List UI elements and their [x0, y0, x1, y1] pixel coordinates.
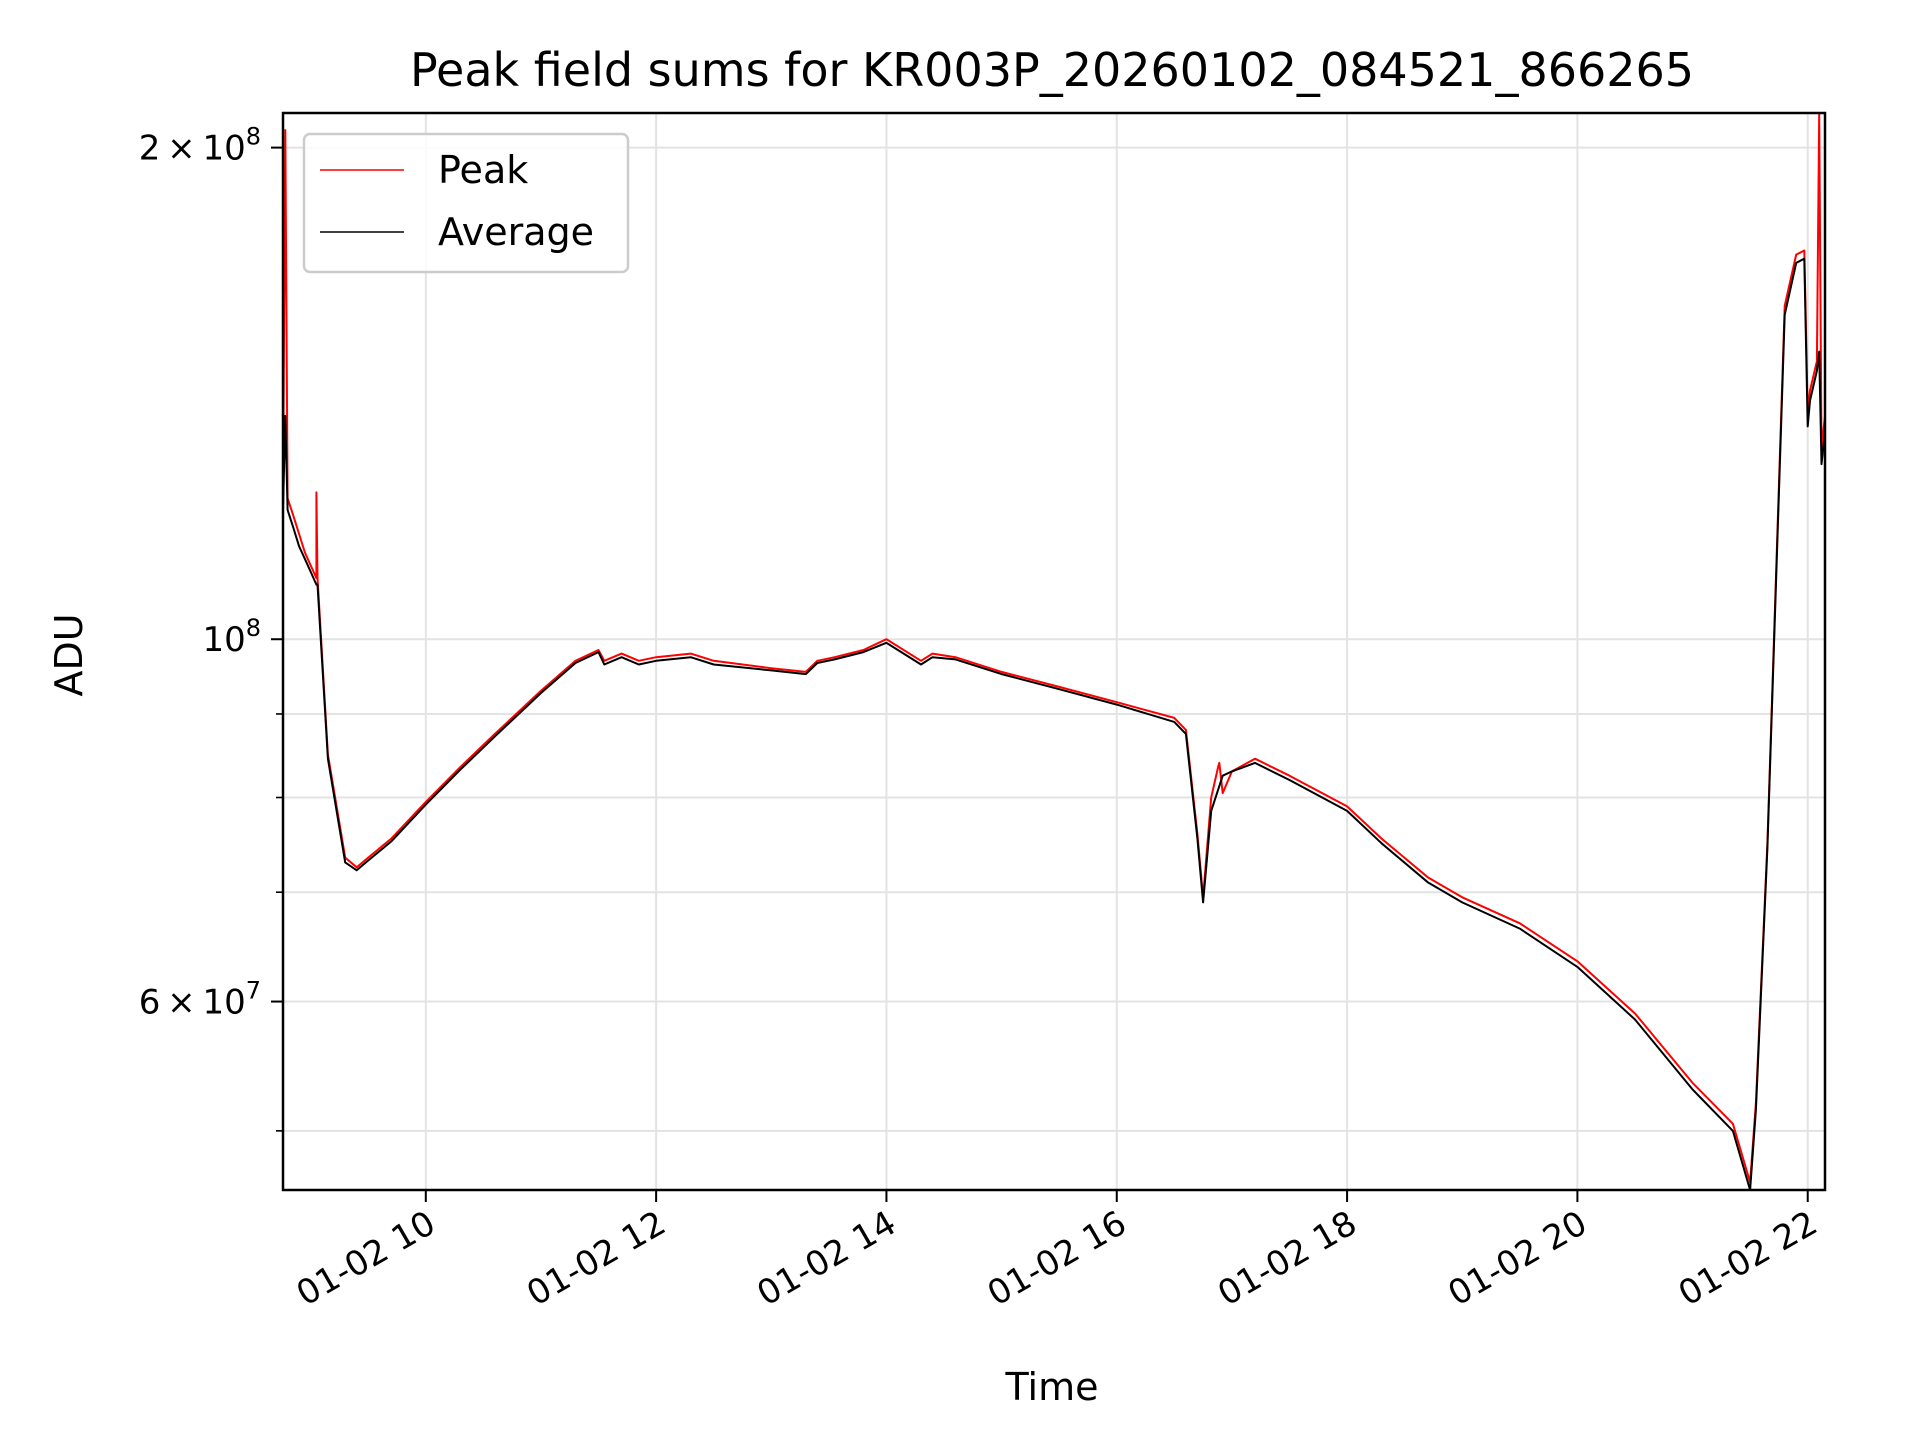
y-axis: 2 × 108 108 6 × 107	[139, 123, 283, 1132]
legend-label-average: Average	[438, 210, 594, 254]
y-tick-label: 108	[202, 614, 261, 660]
y-tick-label: 2 × 108	[139, 123, 261, 169]
chart-title: Peak field sums for KR003P_20260102_0845…	[410, 43, 1694, 97]
legend-box	[302, 132, 630, 274]
legend-label-peak: Peak	[438, 148, 528, 192]
series-layer	[282, 112, 1826, 1191]
y-axis-label: ADU	[47, 613, 91, 696]
y-tick-label: 6 × 107	[139, 977, 261, 1023]
plot-frame	[281, 111, 1827, 1192]
x-axis-label: Time	[1005, 1365, 1099, 1409]
series-line-average	[282, 257, 1826, 1191]
legend: Peak Average	[302, 132, 630, 274]
